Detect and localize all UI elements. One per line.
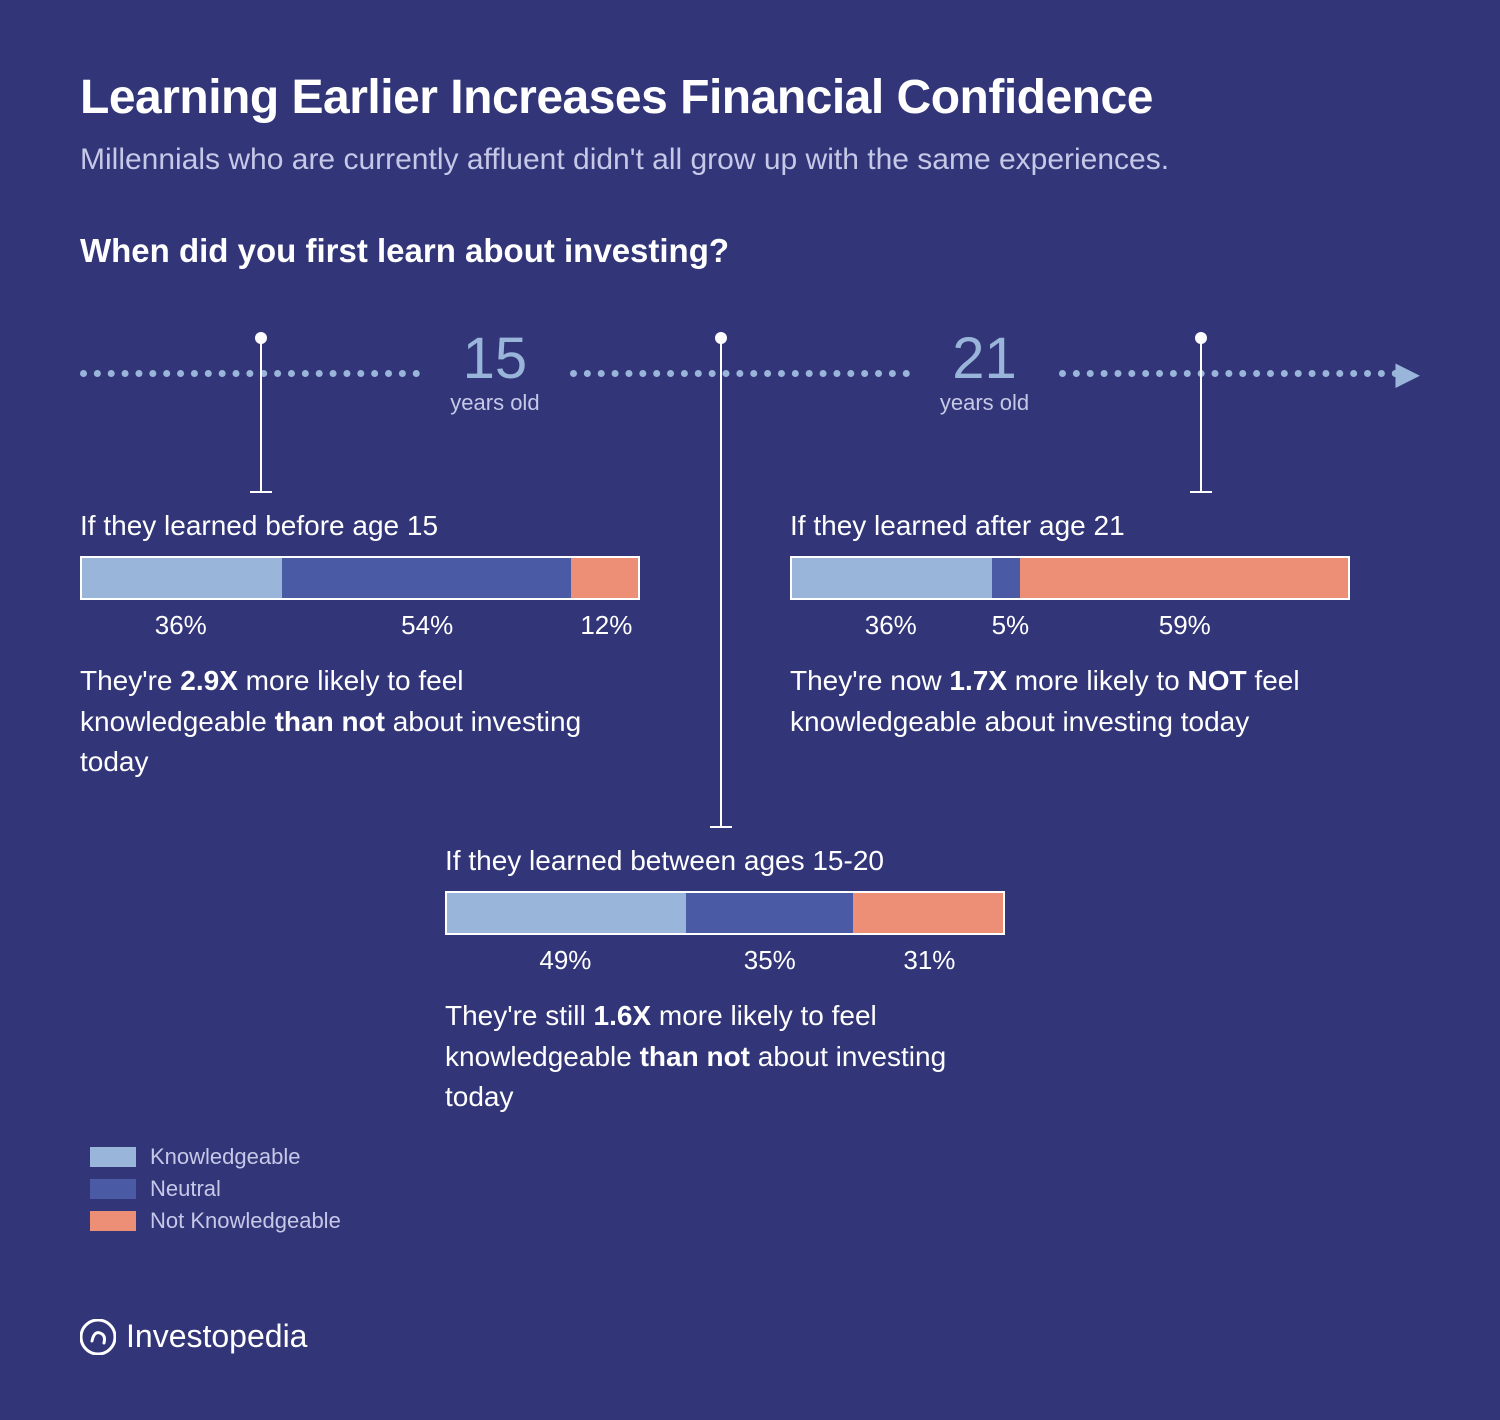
brand: Investopedia bbox=[80, 1318, 307, 1355]
bar-segment-label: 31% bbox=[854, 945, 1005, 976]
timeline: 15 years old 21 years old ▶ bbox=[80, 320, 1420, 510]
group-title: If they learned after age 21 bbox=[790, 510, 1350, 542]
bar-segment-label: 35% bbox=[686, 945, 854, 976]
bar-labels: 49%35%31% bbox=[445, 945, 1005, 976]
stacked-bar bbox=[80, 556, 640, 600]
legend-label: Neutral bbox=[150, 1176, 221, 1202]
insight-text: They're now 1.7X more likely to NOT feel… bbox=[790, 661, 1350, 742]
bar-labels: 36%5%59% bbox=[790, 610, 1350, 641]
bar-segment-label: 5% bbox=[992, 610, 1020, 641]
page-subtitle: Millennials who are currently affluent d… bbox=[80, 143, 1420, 177]
bar-segment bbox=[282, 558, 571, 598]
legend-swatch bbox=[90, 1147, 136, 1167]
bar-segment bbox=[1020, 558, 1348, 598]
bar-segment bbox=[82, 558, 282, 598]
stacked-bar bbox=[445, 891, 1005, 935]
bar-segment bbox=[792, 558, 992, 598]
age-label: years old bbox=[940, 390, 1029, 416]
drop-line bbox=[720, 338, 722, 828]
legend-item: Knowledgeable bbox=[90, 1144, 341, 1170]
timeline-dots bbox=[80, 370, 420, 377]
timeline-dots bbox=[570, 370, 910, 377]
page-title: Learning Earlier Increases Financial Con… bbox=[80, 70, 1420, 125]
legend-swatch bbox=[90, 1211, 136, 1231]
legend-swatch bbox=[90, 1179, 136, 1199]
bar-segment bbox=[853, 893, 1003, 933]
group-title: If they learned before age 15 bbox=[80, 510, 640, 542]
age-marker-15: 15 years old bbox=[420, 330, 569, 416]
question-heading: When did you first learn about investing… bbox=[80, 232, 1420, 270]
stacked-bar bbox=[790, 556, 1350, 600]
bar-segment bbox=[686, 893, 853, 933]
insight-text: They're 2.9X more likely to feel knowled… bbox=[80, 661, 640, 783]
bar-segment-label: 36% bbox=[80, 610, 282, 641]
bar-segment-label: 12% bbox=[573, 610, 640, 641]
bar-segment bbox=[571, 558, 638, 598]
timeline-dots bbox=[1059, 370, 1399, 377]
insight-text: They're still 1.6X more likely to feel k… bbox=[445, 996, 1005, 1118]
drop-line bbox=[260, 338, 262, 493]
legend-label: Not Knowledgeable bbox=[150, 1208, 341, 1234]
investopedia-logo-icon bbox=[80, 1319, 116, 1355]
bar-segment bbox=[447, 893, 686, 933]
bar-segment-label: 59% bbox=[1020, 610, 1350, 641]
legend-label: Knowledgeable bbox=[150, 1144, 300, 1170]
bar-segment bbox=[992, 558, 1020, 598]
group-between: If they learned between ages 15-20 49%35… bbox=[445, 845, 1005, 1118]
legend-item: Neutral bbox=[90, 1176, 341, 1202]
age-number: 21 bbox=[940, 330, 1029, 388]
group-before-15: If they learned before age 15 36%54%12% … bbox=[80, 510, 640, 783]
legend-item: Not Knowledgeable bbox=[90, 1208, 341, 1234]
group-after-21: If they learned after age 21 36%5%59% Th… bbox=[790, 510, 1350, 742]
age-number: 15 bbox=[450, 330, 539, 388]
bar-segment-label: 54% bbox=[282, 610, 573, 641]
bar-segment-label: 36% bbox=[790, 610, 992, 641]
bar-labels: 36%54%12% bbox=[80, 610, 640, 641]
brand-text: Investopedia bbox=[126, 1318, 307, 1355]
age-label: years old bbox=[450, 390, 539, 416]
drop-line bbox=[1200, 338, 1202, 493]
group-title: If they learned between ages 15-20 bbox=[445, 845, 1005, 877]
age-marker-21: 21 years old bbox=[910, 330, 1059, 416]
bar-segment-label: 49% bbox=[445, 945, 686, 976]
legend: Knowledgeable Neutral Not Knowledgeable bbox=[90, 1144, 341, 1240]
